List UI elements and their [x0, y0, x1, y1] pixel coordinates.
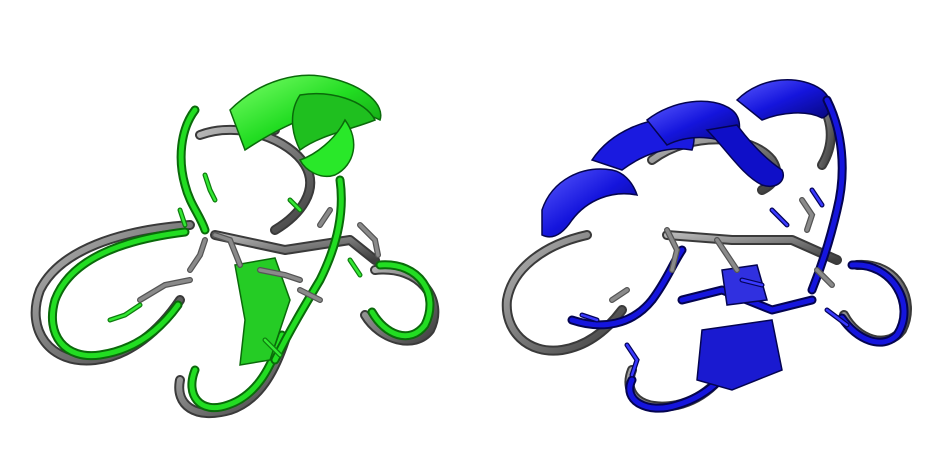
green-sheet	[234, 257, 291, 366]
model-backbone	[47, 105, 435, 413]
right-structure-render	[501, 79, 912, 413]
blue-helix-large	[541, 100, 784, 238]
left-structure-panel	[0, 0, 472, 472]
side-chain-sticks	[107, 172, 381, 358]
left-structure-render	[30, 74, 440, 419]
blue-sheet	[696, 264, 783, 391]
green-helix	[229, 74, 382, 177]
right-structure-panel	[472, 0, 945, 472]
blue-helix-small	[735, 79, 831, 121]
side-chain-sticks	[579, 187, 850, 378]
